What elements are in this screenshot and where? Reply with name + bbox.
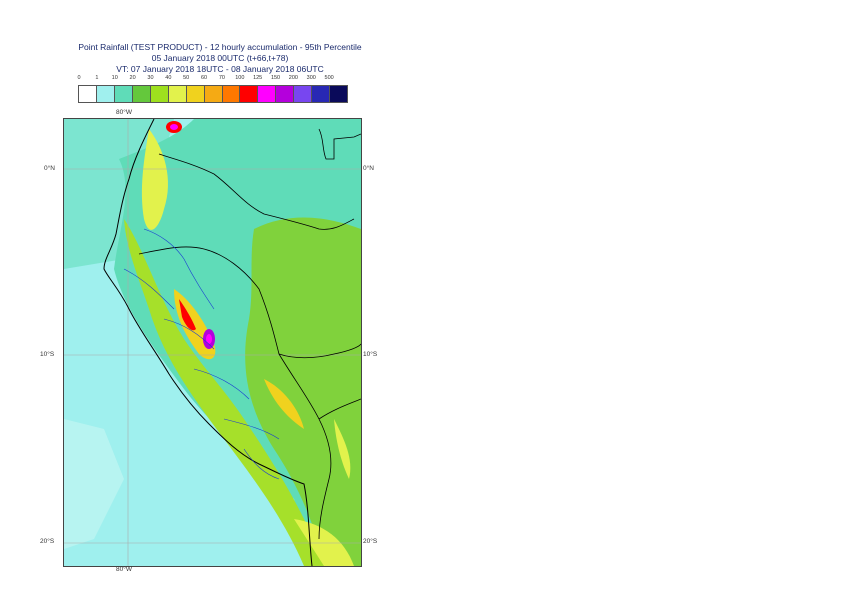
legend-threshold-label: 10 [111, 75, 118, 81]
legend-threshold-label: 40 [165, 75, 172, 81]
title-line-3: VT: 07 January 2018 18UTC - 08 January 2… [116, 64, 324, 74]
legend-swatch [204, 86, 223, 102]
lon-label-top: 80°W [116, 109, 132, 116]
legend-threshold-label: 70 [218, 75, 225, 81]
border-colombia-ecuador [158, 153, 355, 230]
lat-label-0-left: 0°N [44, 165, 55, 172]
north-heavy-rain [141, 129, 169, 230]
legend-threshold-label: 60 [201, 75, 208, 81]
legend-swatch [186, 86, 205, 102]
legend-swatch [114, 86, 133, 102]
chart-title-block: Point Rainfall (TEST PRODUCT) - 12 hourl… [40, 42, 400, 75]
legend-threshold-label: 150 [270, 75, 281, 81]
east-rain-cell [334, 419, 351, 479]
lat-label-10-right: 10°S [363, 351, 378, 358]
andes-rain-band [124, 219, 324, 566]
legend-swatch [168, 86, 187, 102]
legend-swatch [294, 86, 313, 102]
legend-threshold-label: 1 [95, 75, 99, 81]
legend-threshold-label: 50 [183, 75, 190, 81]
lat-label-20-right: 20°S [363, 538, 378, 545]
north-peak-core [170, 124, 178, 130]
legend-threshold-label: 500 [324, 75, 334, 81]
legend-threshold-label: 30 [147, 75, 154, 81]
border-bolivia-brazil [318, 398, 361, 420]
legend-threshold-label: 125 [253, 75, 263, 81]
legend-swatch [150, 86, 169, 102]
legend-swatch [132, 86, 151, 102]
southeast-rain-cell [264, 379, 304, 429]
legend-swatch [312, 86, 331, 102]
legend-swatch [240, 86, 259, 102]
legend-swatch [222, 86, 241, 102]
legend-threshold-label: 200 [288, 75, 298, 81]
title-line-2: 05 January 2018 00UTC (t+66,t+78) [151, 53, 289, 63]
central-magenta-core [206, 334, 212, 344]
border-venezuela [318, 128, 361, 160]
legend-threshold-label: 20 [129, 75, 136, 81]
legend-swatch [276, 86, 295, 102]
map-panel [63, 118, 362, 567]
lat-label-0-right: 0°N [363, 165, 374, 172]
central-red-cell [179, 299, 196, 331]
lat-label-20-left: 20°S [40, 538, 55, 545]
border-peru-north [138, 246, 361, 359]
rainfall-map [64, 119, 361, 566]
lat-label-10-left: 10°S [40, 351, 55, 358]
ocean-pale-patch [64, 419, 124, 549]
legend-swatch [96, 86, 115, 102]
regional-borders [123, 228, 280, 480]
legend-swatch [258, 86, 277, 102]
border-peru-bolivia [278, 353, 332, 540]
title-line-1: Point Rainfall (TEST PRODUCT) - 12 hourl… [78, 42, 362, 52]
legend-bar [78, 85, 348, 103]
legend-labels: 0 1 10 20 30 40 50 60 70 100 125 150 200 300 500 [77, 75, 350, 85]
coastline [103, 119, 313, 566]
color-legend: 0 1 10 20 30 40 50 60 70 100 125 150 200 300 500 [77, 75, 350, 103]
legend-swatch [79, 86, 97, 102]
legend-swatch [330, 86, 348, 102]
legend-threshold-label: 300 [306, 75, 316, 81]
lon-label-bottom: 80°W [116, 566, 132, 573]
legend-threshold-label: 100 [235, 75, 245, 81]
legend-threshold-label: 0 [77, 75, 81, 81]
